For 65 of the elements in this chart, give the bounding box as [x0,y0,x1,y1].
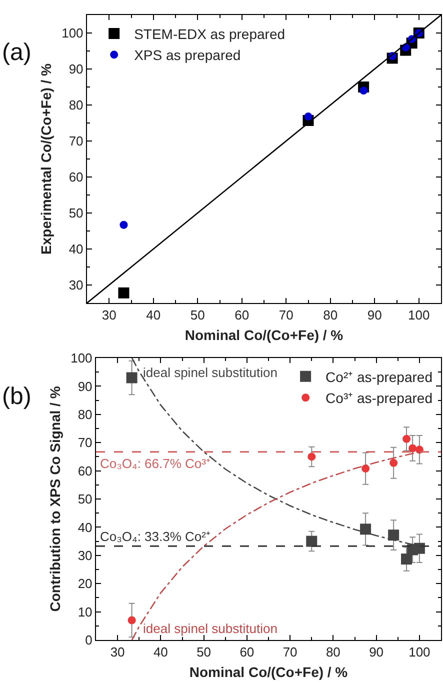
x-tick-label: 80 [326,644,340,660]
point [362,464,370,473]
point [402,434,410,443]
legend-label: STEM-EDX as prepared [134,26,286,42]
x-tick-label: 100 [408,308,430,323]
x-tick-label: 100 [408,644,430,660]
y-tick-label: 70 [68,134,84,149]
y-tick-label: 40 [78,520,92,535]
x-tick-label: 50 [196,644,212,660]
x-tick-label: 60 [240,644,254,660]
y-tick-label: 70 [78,435,92,450]
y-axis-title: Contribution to XPS Co Signal / % [47,386,64,612]
y-tick-label: 20 [78,576,92,592]
point [308,452,316,461]
x-tick-label: 40 [153,644,168,660]
y-tick-label: 80 [78,406,92,422]
legend-label: Co³⁺ as-prepared [326,390,432,406]
x-tick-label: 90 [369,644,384,660]
point [118,287,130,298]
annotation: ideal spinel substitution [143,365,278,380]
y-tick-label: 10 [78,604,92,620]
y-tick-label: 90 [78,378,92,394]
x-tick-label: 80 [323,308,338,323]
y-tick-label: 60 [68,170,84,185]
x-axis-title: Nominal Co/(Co+Fe) / % [189,664,348,680]
ref-line-label: Co₃O₄: 33.3% Co²⁺ [100,529,210,544]
point [120,220,128,229]
point [128,616,136,624]
point [390,458,398,467]
y-tick-label: 60 [78,463,92,478]
y-tick-label: 50 [78,492,92,507]
point [388,530,400,541]
y-tick-label: 50 [68,206,84,221]
legend-label: Co²⁺ as-prepared [326,368,432,385]
point [360,86,368,95]
y-tick-label: 0 [85,632,92,648]
legend-label: XPS as prepared [134,47,241,64]
y-axis-title: Experimental Co/(Co+Fe) / % [38,62,54,254]
x-tick-label: 70 [282,644,298,660]
y-tick-label: 100 [62,26,84,41]
annotation: ideal spinel substitution [143,621,278,636]
y-tick-label: 80 [68,98,84,113]
point [408,444,417,452]
x-axis-title: Nominal Co/(Co+Fe) / % [184,327,344,343]
x-tick-label: 50 [190,308,205,323]
y-tick-label: 30 [78,548,92,563]
point [360,524,372,535]
point [306,536,318,547]
text: (a) [2,39,32,66]
ref-line-label: Co₃O₄: 66.7% Co³⁺ [100,456,210,471]
y-tick-label: 30 [68,278,84,293]
y-tick-label: 90 [68,62,84,77]
x-tick-label: 40 [146,308,161,323]
x-tick-label: 30 [102,308,116,323]
x-tick-label: 60 [234,308,250,323]
x-tick-label: 90 [367,308,382,323]
x-tick-label: 70 [278,308,294,323]
x-tick-label: 30 [110,644,125,660]
y-tick-label: 40 [68,242,84,257]
text: (b) [2,383,32,410]
point [401,554,412,565]
point [304,112,312,121]
point [126,372,138,384]
point [414,542,425,554]
y-tick-label: 100 [70,350,92,366]
